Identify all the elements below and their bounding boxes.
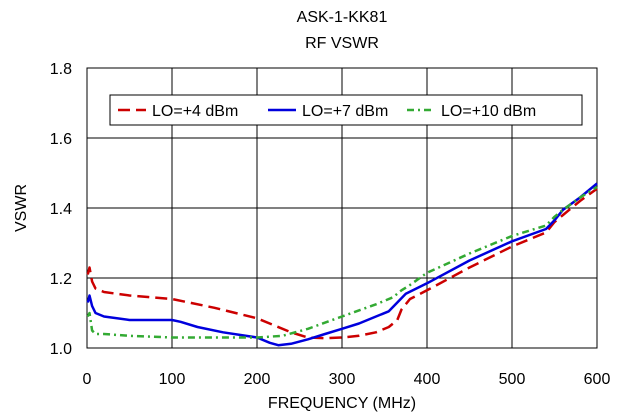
chart-title: ASK-1-KK81: [297, 9, 388, 26]
plot-area: [86, 67, 598, 349]
legend-label: LO=+4 dBm: [152, 103, 238, 120]
x-axis-label: FREQUENCY (MHz): [268, 395, 416, 412]
chart-subtitle: RF VSWR: [305, 35, 379, 52]
legend-label: LO=+7 dBm: [302, 103, 388, 120]
series-line: [86, 182, 598, 347]
x-tick-label: 200: [244, 371, 271, 388]
y-tick-label: 1.0: [50, 341, 72, 358]
y-tick-label: 1.6: [50, 131, 72, 148]
legend-box: [109, 94, 583, 126]
legend: LO=+4 dBm LO=+7 dBm LO=+10 dBm: [109, 94, 583, 126]
x-tick-label: 600: [584, 371, 611, 388]
y-tick-label: 1.2: [50, 271, 72, 288]
x-tick-label: 0: [83, 371, 92, 388]
x-tick-label: 500: [499, 371, 526, 388]
x-tick-label: 400: [414, 371, 441, 388]
series-line: [86, 185, 598, 339]
y-axis-label: VSWR: [13, 184, 30, 232]
series-group: [86, 182, 598, 347]
x-tick-label: 100: [159, 371, 186, 388]
x-tick-labels: 0 100 200 300 400 500 600: [83, 371, 611, 388]
series-line: [86, 187, 598, 340]
y-tick-label: 1.4: [50, 201, 72, 218]
y-tick-labels: 1.0 1.2 1.4 1.6 1.8: [50, 61, 72, 358]
legend-label: LO=+10 dBm: [441, 103, 536, 120]
x-tick-label: 300: [329, 371, 356, 388]
y-tick-label: 1.8: [50, 61, 72, 78]
